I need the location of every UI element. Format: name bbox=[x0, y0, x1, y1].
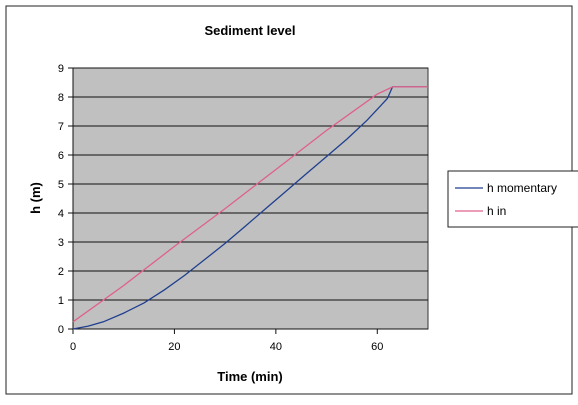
y-tick-label-0: 0 bbox=[58, 324, 64, 336]
series-lines bbox=[72, 86, 428, 330]
y-axis-label: h (m) bbox=[28, 182, 43, 214]
grid-lines bbox=[73, 67, 428, 301]
x-tick-label-40: 40 bbox=[270, 341, 282, 353]
y-tick-label-8: 8 bbox=[58, 92, 64, 104]
legend-box bbox=[447, 170, 578, 228]
y-tick-label-5: 5 bbox=[58, 179, 64, 191]
y-tick-label-9: 9 bbox=[58, 63, 64, 75]
series-line-h-in bbox=[72, 86, 428, 323]
legend-label-h-in: h in bbox=[487, 204, 506, 218]
x-tick-label-0: 0 bbox=[70, 341, 76, 353]
x-tick-label-20: 20 bbox=[168, 341, 180, 353]
legend-label-h-momentary: h momentary bbox=[487, 181, 557, 195]
axes: 0 1 2 3 4 5 6 7 8 9 0 20 40 60 bbox=[58, 63, 428, 353]
series-line-h-momentary bbox=[72, 86, 428, 330]
x-tick-label-60: 60 bbox=[371, 341, 383, 353]
y-tick-label-6: 6 bbox=[58, 150, 64, 162]
y-tick-label-2: 2 bbox=[58, 266, 64, 278]
y-tick-label-7: 7 bbox=[58, 121, 64, 133]
x-axis-label: Time (min) bbox=[217, 369, 283, 384]
legend: h momentary h in bbox=[447, 170, 578, 228]
y-tick-label-3: 3 bbox=[58, 237, 64, 249]
y-tick-label-1: 1 bbox=[58, 295, 64, 307]
chart-title: Sediment level bbox=[204, 23, 295, 38]
plot-area bbox=[72, 67, 429, 330]
y-tick-label-4: 4 bbox=[58, 208, 64, 220]
